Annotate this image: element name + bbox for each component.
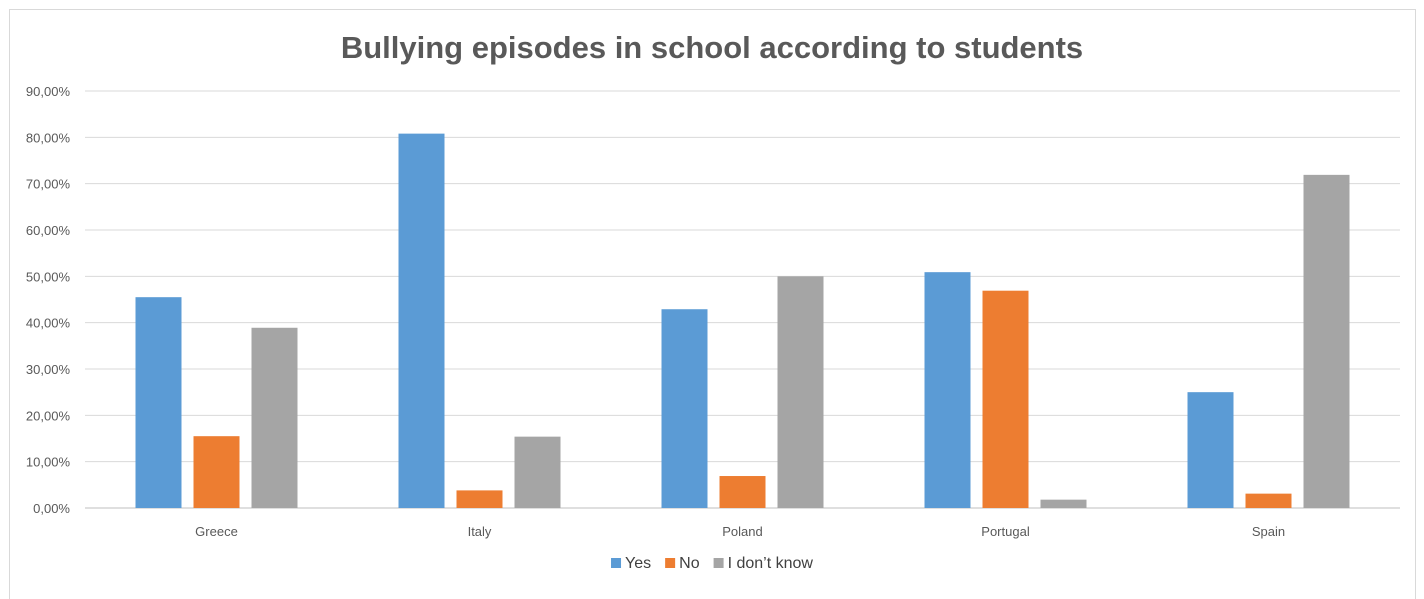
x-tick-label: Italy xyxy=(468,524,492,539)
bar-portugal-no xyxy=(982,290,1029,508)
bar-greece-no xyxy=(193,436,240,508)
y-tick-label: 0,00% xyxy=(33,501,70,516)
bar-spain-yes xyxy=(1187,392,1234,508)
y-tick-label: 10,00% xyxy=(26,455,71,470)
legend-label: Yes xyxy=(625,555,651,572)
x-tick-label: Portugal xyxy=(981,524,1030,539)
x-tick-label: Poland xyxy=(722,524,762,539)
y-tick-label: 30,00% xyxy=(26,362,71,377)
chart-title: Bullying episodes in school according to… xyxy=(341,30,1083,65)
bar-poland-dont-know xyxy=(777,276,824,508)
bar-spain-no xyxy=(1245,493,1292,508)
bar-italy-dont-know xyxy=(514,436,561,508)
legend-item: No xyxy=(665,555,700,572)
y-axis-ticks: 0,00% 10,00% 20,00% 30,00% 40,00% 50,00% 60,00… xyxy=(26,84,71,516)
bar-greece-dont-know xyxy=(251,327,298,508)
bar-portugal-yes xyxy=(924,272,971,508)
legend-item: I don’t know xyxy=(713,555,814,572)
legend-label: I don’t know xyxy=(728,555,814,572)
y-tick-label: 70,00% xyxy=(26,177,71,192)
legend-swatch xyxy=(665,558,676,568)
y-tick-label: 90,00% xyxy=(26,84,71,99)
y-tick-label: 40,00% xyxy=(26,316,71,331)
x-tick-label: Spain xyxy=(1252,524,1285,539)
x-tick-label: Greece xyxy=(195,524,238,539)
y-tick-label: 50,00% xyxy=(26,269,71,284)
legend-swatch xyxy=(611,558,622,568)
chart-frame xyxy=(9,9,1416,599)
bar-italy-yes xyxy=(398,133,445,509)
bars xyxy=(135,133,1350,509)
bar-poland-no xyxy=(719,476,766,508)
y-tick-label: 60,00% xyxy=(26,223,71,238)
bar-greece-yes xyxy=(135,297,182,508)
legend-item: Yes xyxy=(611,555,651,572)
bar-poland-yes xyxy=(661,309,708,508)
y-tick-label: 80,00% xyxy=(26,130,71,145)
bar-italy-no xyxy=(456,490,503,508)
legend-swatch xyxy=(713,558,724,568)
bar-spain-dont-know xyxy=(1303,174,1350,508)
legend-label: No xyxy=(679,555,700,572)
y-tick-label: 20,00% xyxy=(26,408,71,423)
bar-portugal-dont-know xyxy=(1040,499,1087,508)
legend: Yes No I don’t know xyxy=(611,555,813,572)
x-axis-ticks: Greece Italy Poland Portugal Spain xyxy=(195,524,1285,539)
